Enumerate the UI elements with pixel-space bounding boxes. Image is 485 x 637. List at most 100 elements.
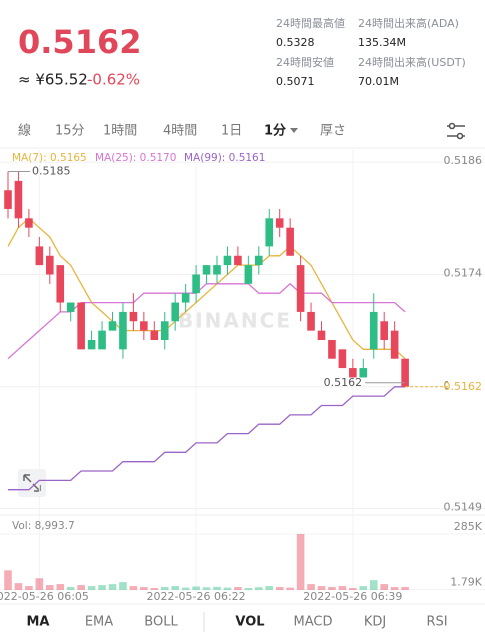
candle-body (56, 265, 65, 303)
stat-label: 24時間出来高(USDT) (358, 55, 466, 69)
volume-bar (307, 584, 315, 590)
interval-tab-active[interactable]: 1分 (264, 123, 286, 139)
volume-bar (171, 586, 179, 590)
volume-bar (46, 585, 54, 590)
candle-body (380, 321, 388, 340)
candle-body (349, 368, 357, 378)
candle-body (296, 265, 305, 312)
interval-tab[interactable]: 1時間 (103, 124, 137, 139)
candle-body (359, 368, 368, 378)
stat-label: 24時間安値 (276, 55, 334, 69)
candle-body (4, 190, 12, 209)
indicator-tab-active[interactable]: MA (27, 615, 50, 630)
candle-body (160, 321, 169, 340)
volume-tick-label: 1.79K (450, 576, 482, 589)
volume-bar (265, 586, 274, 590)
last-price-label: 0.5162 (444, 380, 483, 393)
candle-body (369, 311, 378, 350)
candle-body (192, 274, 200, 294)
last-price: 0.5162 (18, 23, 141, 61)
candle-body (328, 339, 336, 359)
interval-tab[interactable]: 1日 (221, 124, 242, 139)
candle-body (401, 358, 409, 387)
volume-bar (66, 587, 75, 590)
candle-body (338, 349, 347, 369)
candle-body (286, 227, 294, 256)
candle-body (25, 218, 33, 228)
stat-value: 70.01M (358, 75, 399, 88)
legend-entry: MA(25): 0.5170 (95, 152, 176, 164)
candle-body (234, 255, 242, 266)
ma-line (7, 217, 406, 360)
candle-body (181, 293, 190, 303)
expand-icon[interactable] (18, 469, 46, 497)
volume-bar (328, 587, 336, 590)
candle-body (150, 330, 159, 340)
legend-entry: MA(99): 0.5161 (184, 152, 265, 164)
volume-bar (25, 586, 33, 590)
volume-tick-label: 285K (454, 520, 483, 533)
volume-bar (140, 587, 148, 590)
volume-bar (56, 584, 65, 590)
volume-bar (192, 586, 200, 590)
candle-body (14, 180, 23, 219)
candle-body (202, 265, 211, 275)
indicator-tab[interactable]: MACD (294, 615, 333, 630)
volume-bar (150, 588, 159, 590)
volume-bar (369, 580, 378, 590)
volume-bar (129, 586, 138, 590)
candle-body (390, 330, 399, 359)
depth-tab[interactable]: 厚さ (320, 124, 346, 139)
interval-tab[interactable]: 15分 (55, 124, 85, 139)
x-tick-label: 2022-05-26 06:22 (147, 590, 246, 603)
candle-body (244, 265, 253, 284)
volume-bar (338, 586, 347, 590)
price-change: -0.62% (87, 71, 140, 89)
indicator-tab[interactable]: BOLL (144, 615, 178, 630)
y-tick-label: 0.5149 (444, 500, 483, 513)
indicator-tab[interactable]: KDJ (364, 615, 386, 630)
volume-bar (181, 587, 190, 590)
volume-bar (202, 587, 211, 590)
candle-body (35, 246, 44, 266)
x-tick-label: 2022-05-26 06:39 (303, 590, 402, 603)
volume-bar (98, 585, 106, 590)
watermark: BINANCE (178, 309, 292, 333)
volume-bar (244, 588, 253, 590)
stat-value: 135.34M (358, 36, 406, 49)
volume-bar (87, 586, 96, 590)
volume-bar (119, 582, 127, 590)
volume-bar (213, 586, 221, 590)
stat-value: 0.5328 (276, 36, 315, 49)
candle-body (98, 330, 106, 350)
indicator-tab[interactable]: EMA (85, 615, 113, 630)
x-tick-label: 2022-05-26 06:05 (0, 590, 89, 603)
stat-label: 24時間最高値 (276, 16, 345, 30)
candle-body (66, 302, 75, 312)
interval-tab[interactable]: 4時間 (163, 124, 197, 139)
volume-bar (14, 583, 23, 590)
candle-body (129, 311, 138, 322)
volume-bar (401, 587, 409, 590)
dropdown-arrow (290, 128, 298, 133)
ma-line (8, 386, 406, 491)
stat-value: 0.5071 (276, 75, 315, 88)
interval-tab[interactable]: 線 (18, 123, 31, 139)
indicator-tab[interactable]: RSI (426, 615, 447, 630)
indicator-tab-active[interactable]: VOL (235, 615, 264, 630)
settings-icon[interactable] (447, 122, 465, 140)
volume-bar (275, 587, 284, 590)
volume-bar (4, 570, 12, 590)
volume-bar (77, 585, 85, 590)
candle-body (119, 311, 127, 350)
stat-label: 24時間出来高(ADA) (358, 16, 459, 30)
volume-bar (296, 533, 305, 590)
bottom-tabs: MA EMA BOLL VOL MACD KDJ RSI (27, 612, 448, 632)
candle-body (140, 321, 148, 331)
candle-body (87, 339, 96, 350)
y-tick-label: 0.5186 (444, 154, 483, 167)
candle-body (265, 218, 274, 247)
y-tick-label: 0.5174 (444, 266, 483, 279)
volume-bar (359, 586, 368, 590)
